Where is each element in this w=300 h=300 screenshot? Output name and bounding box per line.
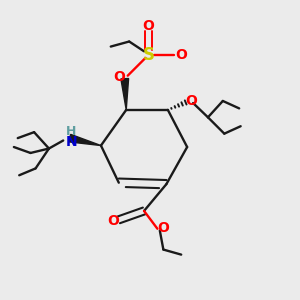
Text: O: O xyxy=(176,48,188,62)
Polygon shape xyxy=(69,134,101,146)
Polygon shape xyxy=(121,79,129,110)
Text: N: N xyxy=(65,135,77,149)
Text: S: S xyxy=(142,46,154,64)
Text: O: O xyxy=(113,70,125,84)
Text: O: O xyxy=(185,94,197,108)
Text: O: O xyxy=(157,221,169,235)
Text: O: O xyxy=(142,19,154,33)
Text: O: O xyxy=(107,214,119,228)
Text: H: H xyxy=(66,125,76,138)
